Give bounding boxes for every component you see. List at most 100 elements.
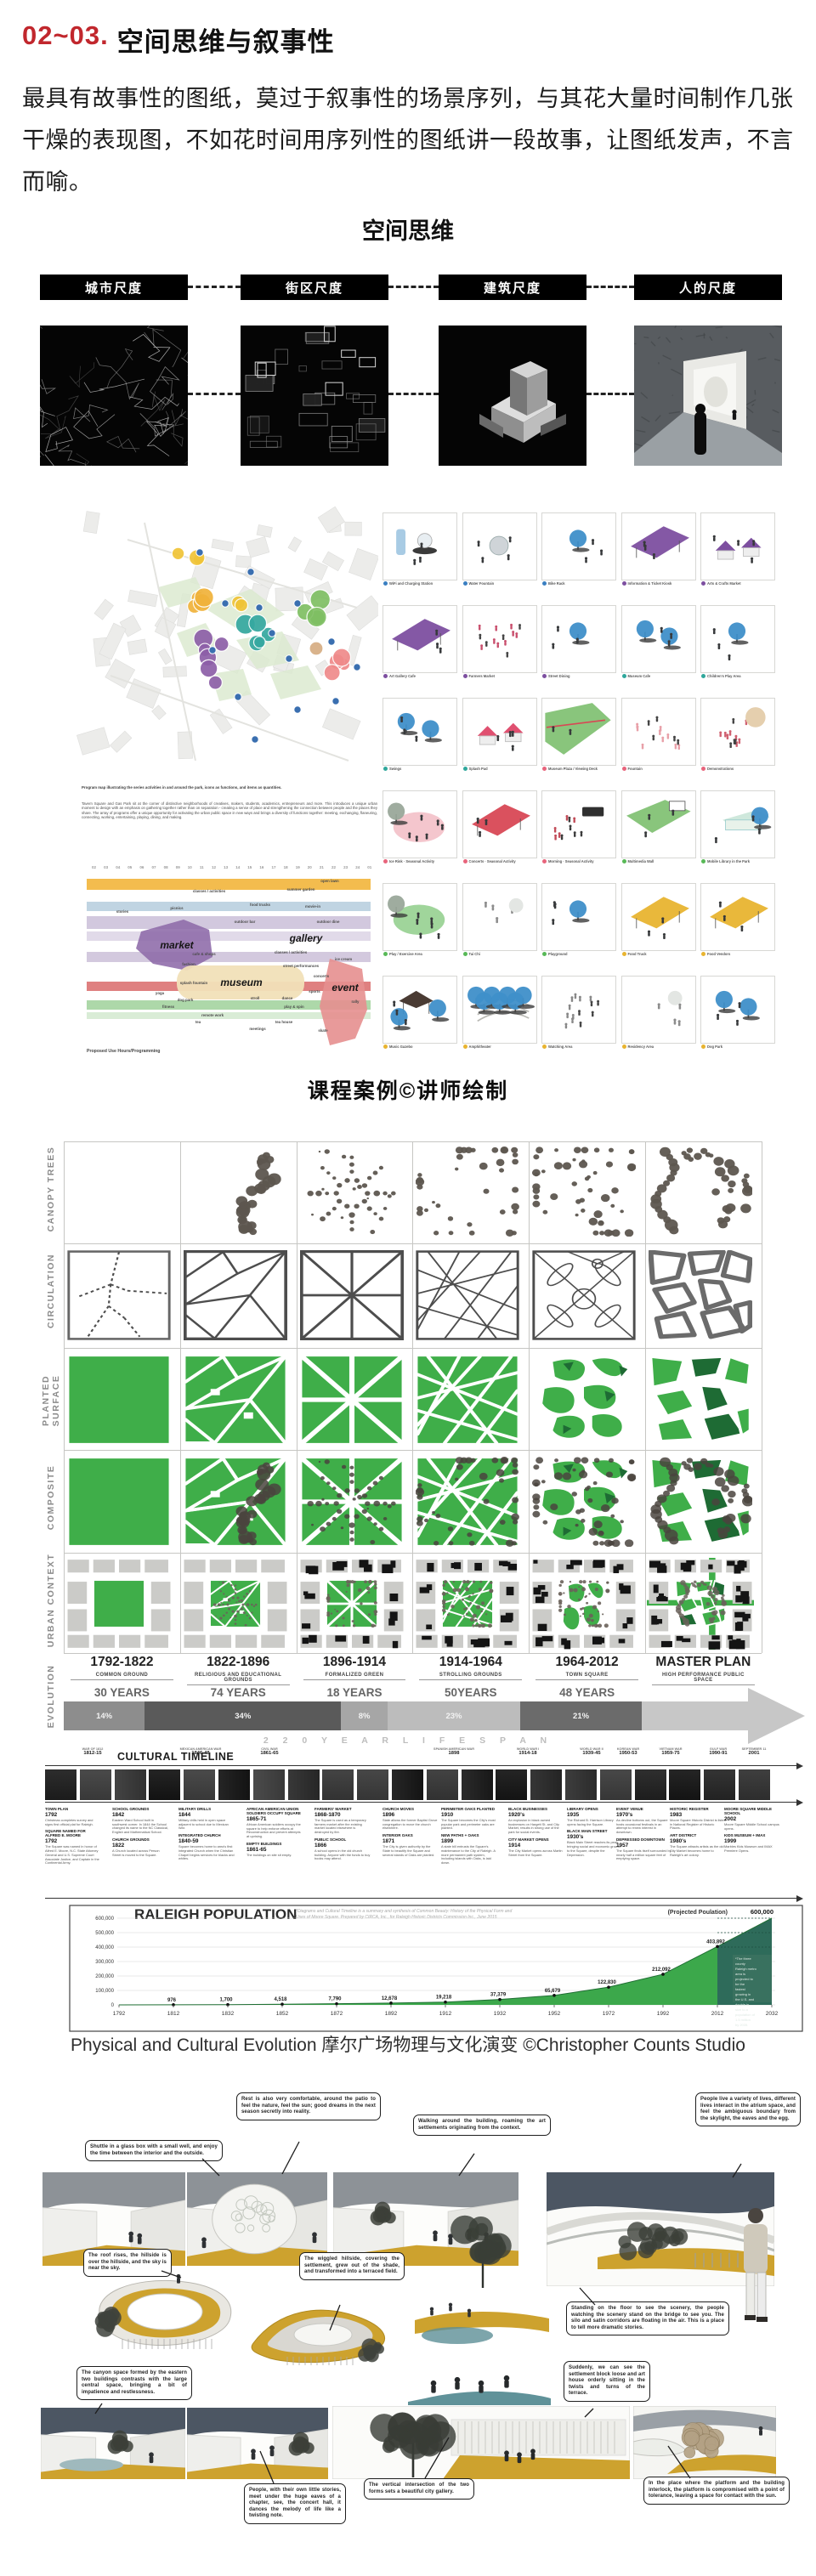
- tile-legend-dot: [542, 952, 547, 956]
- tile-label: Morning · Seasonal Activity: [548, 859, 594, 863]
- svg-text:22: 22: [332, 865, 337, 869]
- matrix-cell-composite: [532, 1457, 637, 1547]
- svg-text:Uses of Moore Square. Prepared: Uses of Moore Square. Prepared by CIRCA,…: [296, 1915, 497, 1920]
- tile-card: [382, 512, 457, 580]
- evolution-duration: 74 YEARS: [210, 1686, 266, 1699]
- tile-label: Museum Plaza / Viewing Deck: [548, 767, 598, 771]
- tile-caption: Museum Plaza / Viewing Deck: [542, 767, 615, 771]
- tile-label: Food Vendors: [707, 952, 731, 956]
- tile-card: [541, 512, 616, 580]
- tile-caption: Art Gallery Cafe: [383, 674, 456, 678]
- matrix-cell-canopy: [416, 1146, 520, 1237]
- timeline-event-column: MILITARY DRILLS 1844 Military drills held …: [178, 1807, 235, 1899]
- svg-text:21: 21: [320, 865, 325, 869]
- svg-text:splash fountain: splash fountain: [180, 981, 208, 985]
- event-title: FARMERS' MARKET: [314, 1807, 352, 1811]
- svg-text:06: 06: [139, 865, 144, 869]
- svg-text:65,679: 65,679: [545, 1989, 561, 1994]
- timeline-photo: [287, 1769, 320, 1800]
- war-years: 2001: [748, 1751, 760, 1756]
- program-map-graphic: [76, 506, 378, 761]
- speech-bubble: The wiggled hillside, covering the settl…: [299, 2252, 405, 2280]
- svg-text:1972: 1972: [603, 2011, 615, 2017]
- aerial-sketch: [415, 2302, 549, 2344]
- matrix-cell-canopy: [532, 1146, 637, 1237]
- event-title: INTERIOR OAKS: [382, 1833, 413, 1838]
- matrix-gridline: [64, 1243, 762, 1244]
- tile-illustration: [630, 526, 689, 559]
- svg-text:1792: 1792: [113, 2011, 126, 2017]
- timeline-event-column: FARMERS' MARKET 1868-1870 The Square is us…: [314, 1807, 371, 1899]
- matrix-cell-composite: [184, 1457, 287, 1547]
- svg-text:growing in: growing in: [735, 1992, 751, 1996]
- event-title: EMPTY BUILDINGS: [246, 1841, 282, 1846]
- evolution-name: STROLLING GROUNDS: [419, 1673, 523, 1680]
- tile-illustration: [630, 897, 689, 940]
- war-name: MEXICAN AMERICAN WAR: [179, 1747, 222, 1751]
- tile-label: Museum Cafe: [627, 674, 651, 678]
- tile-legend-dot: [383, 767, 388, 771]
- evolution-duration: 18 YEARS: [326, 1686, 382, 1699]
- cultural-timeline-title: CULTURAL TIMELINE: [117, 1751, 235, 1763]
- svg-text:open lawn: open lawn: [320, 879, 339, 883]
- evolution-name: FORMALIZED GREEN: [303, 1673, 406, 1680]
- tile-caption: Information & Ticket Kiosk: [621, 581, 695, 586]
- matrix-cell-composite: [299, 1457, 404, 1547]
- svg-text:*The three: *The three: [735, 1956, 751, 1961]
- tile-label: Playground: [548, 952, 568, 956]
- aerial-sketch: [251, 2309, 386, 2365]
- lifespan-label: 2 2 0 Y E A R L I F E S P A N: [263, 1735, 553, 1746]
- war-name: WORLD WAR I: [516, 1747, 540, 1751]
- event-body: Eastern Ward School built in southwest c…: [112, 1818, 168, 1835]
- war-label: WORLD WAR II 1939-45: [559, 1747, 624, 1756]
- timeline-event-column: MOORE SQUARE MIDDLE SCHOOL 2002 Moore Squa…: [724, 1807, 780, 1899]
- svg-text:tea: tea: [196, 1020, 201, 1024]
- tile-caption: Swings: [383, 767, 456, 771]
- evolution-years: 1964-2012: [555, 1655, 619, 1669]
- war-years: 1990-91: [709, 1751, 728, 1756]
- event-title: INTEGRATED CHURCH: [178, 1833, 221, 1838]
- tile-card: [462, 605, 537, 673]
- war-label: CIVIL WAR 1861-65: [237, 1747, 302, 1756]
- percent-segment: 8%: [341, 1701, 388, 1730]
- svg-text:1852: 1852: [276, 2011, 289, 2017]
- tile-illustration: [552, 900, 590, 926]
- tile-illustration: [477, 535, 512, 563]
- tile-illustration: [710, 897, 768, 932]
- matrix-cell-urban: [300, 1560, 404, 1649]
- tile-legend-dot: [462, 581, 468, 586]
- percent-segment: 23%: [387, 1701, 521, 1730]
- svg-text:tea house: tea house: [275, 1020, 293, 1024]
- tile-legend-dot: [462, 674, 468, 678]
- speech-bubble: People, with their own little stories, m…: [244, 2483, 346, 2524]
- tile-illustration: [392, 619, 450, 654]
- svg-text:03: 03: [104, 865, 109, 869]
- event-title: TOWN PLAN: [45, 1807, 69, 1811]
- svg-text:fashion: fashion: [182, 962, 196, 966]
- event-title: CITY MARKET OPENS: [508, 1837, 549, 1842]
- person-silhouette: [744, 2208, 768, 2322]
- war-label: KOREAN WAR 1950-53: [596, 1747, 660, 1756]
- tile-legend-dot: [701, 1045, 706, 1049]
- tile-legend-dot: [462, 859, 468, 863]
- event-year: 1822: [112, 1842, 125, 1848]
- svg-text:100,000: 100,000: [95, 1989, 114, 1994]
- tile-label: Bike Rack: [548, 581, 565, 586]
- matrix-row-label: EVOLUTION: [46, 1664, 56, 1729]
- timeline-arrow: [45, 1802, 796, 1803]
- evolution-arrow: [642, 1688, 805, 1744]
- war-label: SEPTEMBER 11 2001: [722, 1747, 786, 1756]
- svg-text:12: 12: [212, 865, 217, 869]
- matrix-cell-canopy: [235, 1152, 281, 1236]
- tile-legend-dot: [621, 1045, 626, 1049]
- speech-bubble: Rest is also very comfortable, around th…: [236, 2092, 381, 2120]
- matrix-cell-planted: [649, 1355, 752, 1443]
- event-title: PUBLIC SCHOOL: [314, 1837, 347, 1842]
- event-year: 1910: [441, 1812, 454, 1818]
- war-years: 1812-15: [83, 1751, 102, 1756]
- war-name: VIETNAM WAR: [659, 1747, 683, 1751]
- war-name: SEPTEMBER 11: [741, 1747, 767, 1751]
- aerial-sketch: [94, 2273, 232, 2349]
- tile-caption: Music Gazebo: [383, 1045, 456, 1049]
- event-year: 1840-59: [178, 1838, 199, 1845]
